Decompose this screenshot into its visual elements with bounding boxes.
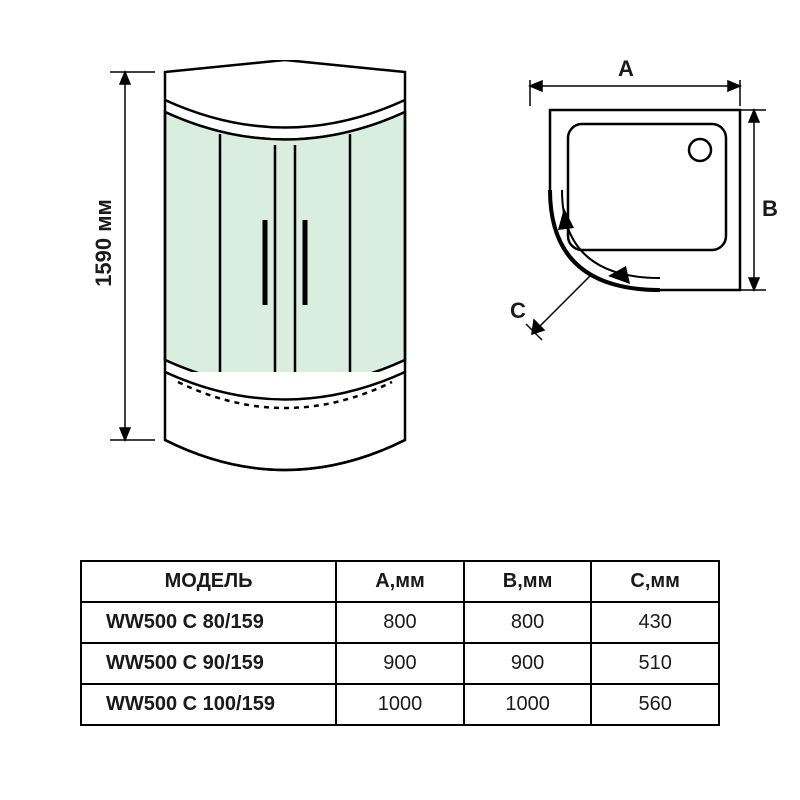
table-row: WW500 C 80/159 800 800 430: [81, 602, 719, 643]
dim-label-c: C: [510, 298, 526, 324]
table-header-row: МОДЕЛЬ A,мм B,мм C,мм: [81, 561, 719, 602]
height-dimension-label: 1590 мм: [91, 199, 117, 287]
table-row: WW500 C 90/159 900 900 510: [81, 643, 719, 684]
front-view-svg: [70, 60, 430, 500]
cell-c: 510: [591, 643, 719, 684]
cell-a: 900: [336, 643, 464, 684]
top-view-svg: [490, 80, 780, 360]
front-view: 1590 мм: [70, 60, 430, 500]
col-model: МОДЕЛЬ: [81, 561, 336, 602]
cell-a: 800: [336, 602, 464, 643]
cell-model: WW500 C 100/159: [81, 684, 336, 725]
col-b: B,мм: [464, 561, 592, 602]
cell-b: 900: [464, 643, 592, 684]
dim-label-b: B: [762, 196, 778, 222]
cell-b: 1000: [464, 684, 592, 725]
cell-c: 430: [591, 602, 719, 643]
dim-label-a: A: [618, 56, 634, 82]
cell-model: WW500 C 80/159: [81, 602, 336, 643]
cell-c: 560: [591, 684, 719, 725]
cell-b: 800: [464, 602, 592, 643]
table-row: WW500 C 100/159 1000 1000 560: [81, 684, 719, 725]
cell-a: 1000: [336, 684, 464, 725]
col-a: A,мм: [336, 561, 464, 602]
cell-model: WW500 C 90/159: [81, 643, 336, 684]
col-c: C,мм: [591, 561, 719, 602]
top-view: A B C: [490, 80, 780, 360]
diagram-area: 1590 мм: [40, 60, 760, 510]
spec-table: МОДЕЛЬ A,мм B,мм C,мм WW500 C 80/159 800…: [80, 560, 720, 726]
